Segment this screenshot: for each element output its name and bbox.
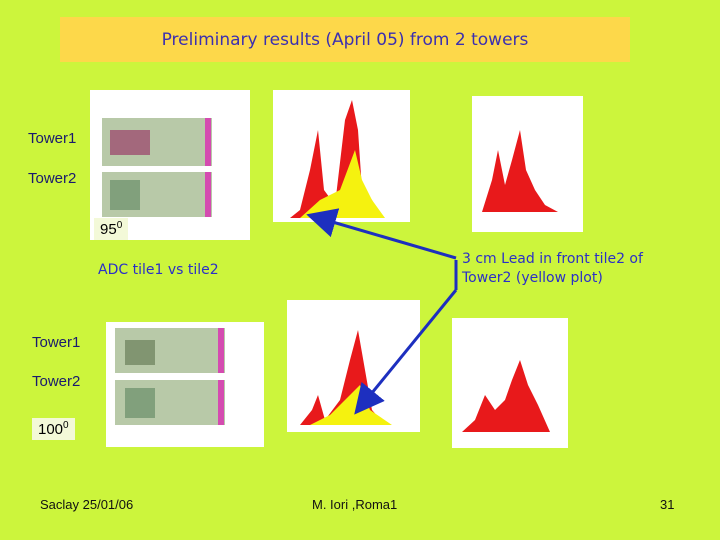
scatter-plot [90,90,250,240]
footer-center: M. Iori ,Roma1 [312,497,398,512]
histogram-plot [273,90,410,222]
tower-label: Tower2 [28,170,77,187]
degree: 0 [116,220,123,231]
tower-label: Tower1 [28,130,77,147]
page-number: 31 [660,497,675,512]
angle: 100 [38,421,64,438]
angle-label: 950 [94,218,129,240]
caption: 3 cm Lead in front tile2 of Tower2 (yell… [462,251,643,286]
tower-label: Tower2 [32,373,81,390]
arrow [306,208,457,260]
histogram-plot [452,318,568,448]
title: Preliminary results (April 05) from 2 to… [60,17,630,62]
scatter-plot [106,322,264,447]
tower-label: Tower1 [32,334,81,351]
caption: ADC tile1 vs tile2 [98,262,219,278]
footer-left: Saclay 25/01/06 [40,497,134,512]
degree: 0 [63,420,69,431]
angle: 95 [100,221,117,238]
histogram-plot [472,96,583,232]
arrow [354,289,458,415]
histogram-plot [287,300,420,432]
angle-label: 1000 [32,418,75,440]
